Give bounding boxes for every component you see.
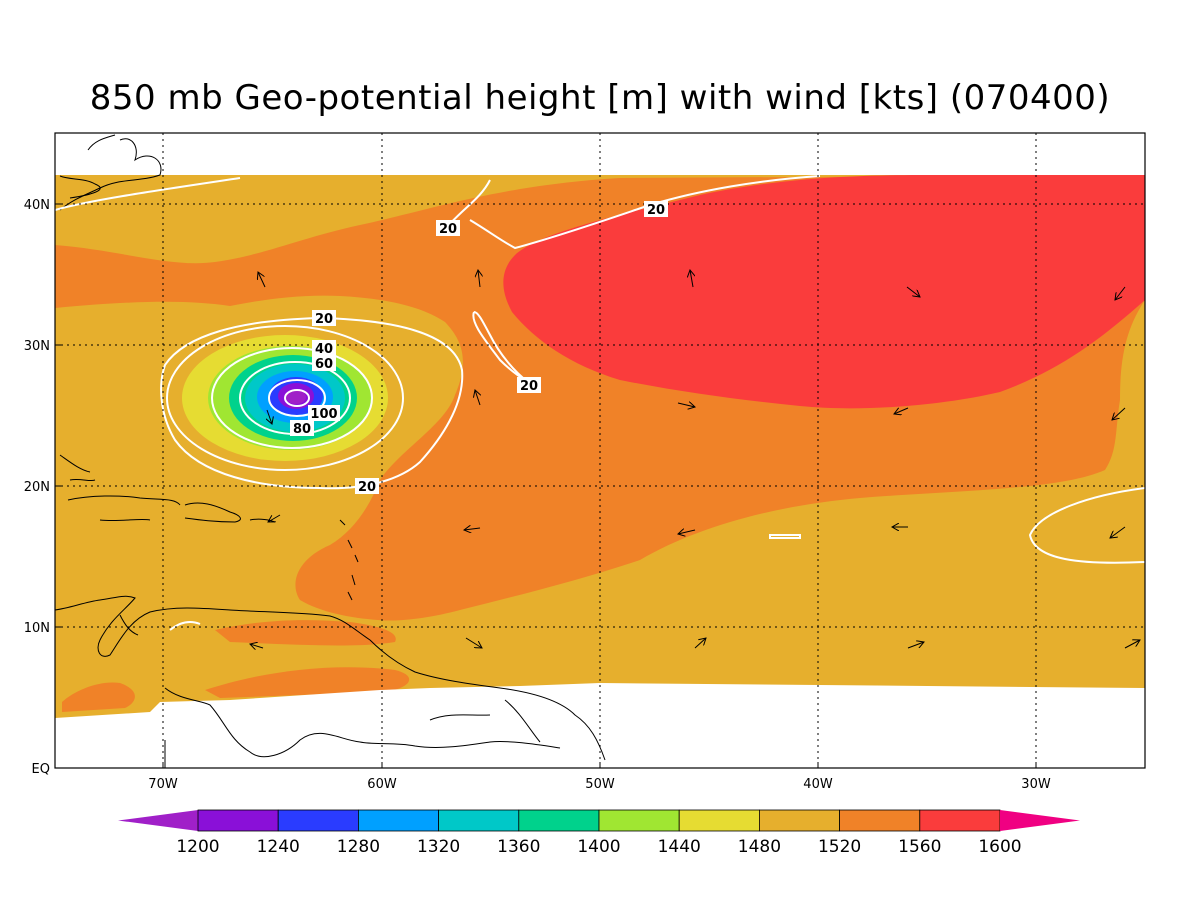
contour-label-20-d: 20 (517, 377, 541, 394)
chart-title: 850 mb Geo-potential height [m] with win… (89, 78, 1111, 118)
colorbar-level-label: 1280 (337, 837, 380, 857)
gridlines (55, 133, 1145, 768)
colorbar-level-label: 1200 (176, 837, 219, 857)
coastlines (55, 134, 606, 768)
map-plot-area (55, 133, 1145, 768)
colorbar-segment (759, 809, 841, 832)
colorbar-segment (919, 809, 1001, 832)
colorbar-level-label: 1520 (818, 837, 861, 857)
height-fill-1560-south-b (205, 667, 410, 698)
contour-label-20-a: 20 (312, 310, 336, 327)
height-fill-1600 (503, 175, 1145, 409)
contour-label-text: 60 (315, 357, 333, 372)
y-tick-label-30n: 30N (24, 339, 50, 354)
contour-label-text: 20 (647, 203, 665, 218)
colorbar: 1200 1240 1280 1320 1360 1400 1440 1480 1520 1560… (118, 809, 1080, 857)
x-tick-label-60w: 60W (367, 777, 397, 792)
x-tick-label-40w: 40W (803, 777, 833, 792)
colorbar-segment (518, 809, 600, 832)
colorbar-arrow-high (1000, 810, 1080, 831)
contour-label-text: 80 (293, 422, 311, 437)
colorbar-level-label: 1400 (577, 837, 620, 857)
colorbar-level-label: 1560 (898, 837, 941, 857)
colorbar-segment (438, 809, 520, 832)
colorbar-level-label: 1320 (417, 837, 460, 857)
x-tick-label-70w: 70W (148, 777, 178, 792)
contour-label-100: 100 (308, 405, 340, 422)
colorbar-segment (839, 809, 921, 832)
y-tick-label-10n: 10N (24, 621, 50, 636)
contour-label-20-e: 20 (355, 478, 379, 495)
y-tick-label-eq: EQ (32, 762, 50, 777)
colorbar-segment (357, 809, 439, 832)
colorbar-arrow-low (118, 810, 198, 831)
x-tick-label-30w: 30W (1021, 777, 1051, 792)
contour-label-60: 60 (312, 355, 336, 372)
y-tick-label-40n: 40N (24, 198, 50, 213)
contour-label-text: 20 (520, 379, 538, 394)
colorbar-segment (598, 809, 680, 832)
contour-label-text: 20 (315, 312, 333, 327)
colorbar-level-label: 1480 (738, 837, 781, 857)
contour-label-20-b: 20 (436, 220, 460, 237)
axis-tick-marks (55, 203, 1037, 769)
x-tick-label-50w: 50W (585, 777, 615, 792)
colorbar-segment (678, 809, 760, 832)
contour-label-text: 40 (315, 342, 333, 357)
colorbar-level-label: 1440 (658, 837, 701, 857)
contour-labels: 20 20 20 20 20 40 60 80 (290, 201, 668, 495)
contour-label-20-c: 20 (644, 201, 668, 218)
y-tick-label-20n: 20N (24, 480, 50, 495)
contour-label-80: 80 (290, 420, 314, 437)
contour-label-40: 40 (312, 340, 336, 357)
wind-vectors (250, 270, 1140, 648)
contour-label-text: 20 (358, 480, 376, 495)
colorbar-level-label: 1600 (978, 837, 1021, 857)
contour-label-text: 20 (439, 222, 457, 237)
contour-label-text: 100 (310, 407, 337, 422)
wind-isotachs (55, 175, 1145, 631)
no-data-south (55, 683, 1145, 768)
colorbar-segment (197, 809, 279, 832)
colorbar-segment (277, 809, 359, 832)
height-fill-1560-south-c (62, 682, 135, 712)
colorbar-level-label: 1360 (497, 837, 540, 857)
colorbar-level-label: 1240 (257, 837, 300, 857)
